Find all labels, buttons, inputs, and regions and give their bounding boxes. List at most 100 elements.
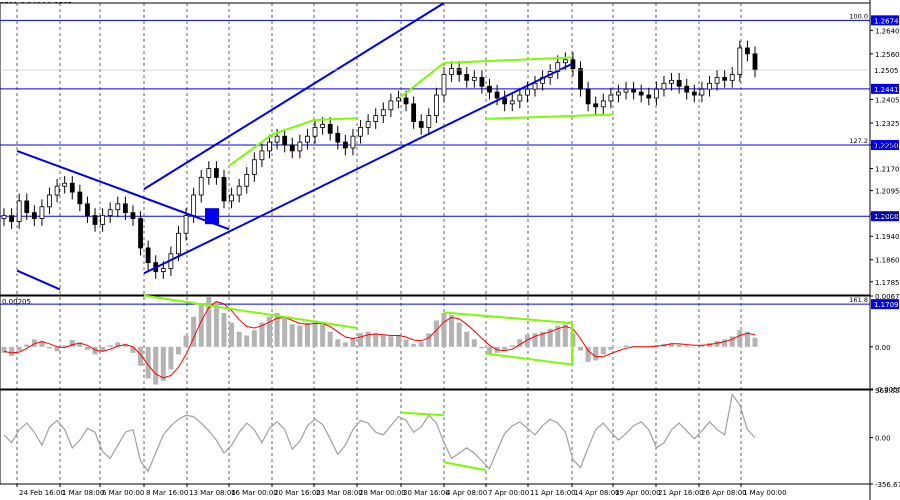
candle-body — [176, 232, 181, 255]
x-tick-label: 26 Apr 08:00 — [701, 489, 747, 497]
level-price-label: 1.2674 — [874, 17, 899, 25]
candle-body — [722, 76, 728, 81]
cci-y-tick-label: 363.8361 — [875, 387, 900, 395]
macd-bar — [509, 345, 515, 347]
cci-y-tick-label: 0.00 — [875, 434, 891, 442]
divergence-line — [443, 56, 573, 64]
candle-body — [267, 141, 272, 152]
macd-y-tick-label: 0.00674 — [875, 293, 900, 301]
candle-body — [653, 88, 659, 99]
divergence-line — [443, 461, 487, 472]
candle-body — [661, 82, 667, 90]
candle-body — [305, 135, 310, 143]
candle-body — [229, 194, 234, 202]
macd-bar — [145, 346, 151, 379]
candle-body — [327, 124, 333, 134]
candle-body — [24, 200, 30, 214]
y-tick-label: 1.1940 — [875, 233, 900, 241]
candle-body — [244, 174, 250, 187]
candle-body — [737, 47, 743, 75]
macd-bar — [122, 343, 128, 347]
macd-bar — [365, 331, 371, 347]
divergence-line — [143, 294, 358, 329]
candle-body — [122, 203, 128, 214]
level-price-label: 1.2250 — [874, 142, 899, 150]
macd-bar — [449, 315, 455, 347]
x-tick-label: 1 Mar 08:00 — [62, 489, 104, 497]
level-price-label: 1.2441 — [874, 86, 899, 94]
candle-body — [388, 100, 394, 111]
candle-body — [39, 206, 45, 219]
candle-body — [342, 141, 348, 149]
candle-body — [623, 88, 629, 93]
candle-body — [669, 79, 674, 84]
candle-body — [646, 94, 652, 99]
candle-body — [16, 200, 22, 222]
candle-body — [464, 74, 470, 81]
candle-body — [449, 68, 454, 75]
macd-bar — [669, 343, 675, 347]
macd-bar — [608, 346, 614, 350]
candle-body — [441, 74, 447, 96]
macd-bar — [395, 334, 401, 347]
candle-body — [320, 124, 326, 128]
macd-bar — [691, 346, 697, 348]
macd-bar — [585, 346, 591, 362]
macd-bar — [684, 346, 690, 347]
candle-body — [107, 209, 113, 217]
x-tick-label: 21 Apr 16:00 — [658, 489, 704, 497]
x-tick-label: 20 Mar 16:00 — [274, 489, 321, 497]
x-tick-label: 13 Mar 08:00 — [189, 489, 236, 497]
macd-bar — [259, 322, 265, 347]
candle-body — [85, 203, 90, 217]
level-price-tag — [871, 15, 899, 26]
candle-body — [221, 176, 227, 202]
candle-body — [411, 103, 417, 122]
current-price-label: 1.2505 — [874, 67, 899, 75]
level-price-label: 1.2008 — [874, 213, 899, 221]
divergence-line — [271, 119, 315, 136]
candle-body — [31, 212, 37, 219]
macd-bar — [737, 330, 743, 347]
macd-bar — [380, 335, 386, 347]
candle-body — [358, 126, 363, 137]
candle-body — [69, 182, 75, 193]
x-tick-label: 23 Mar 08:00 — [316, 489, 363, 497]
macd-bar — [456, 322, 462, 347]
signal-marker — [205, 208, 219, 225]
macd-bar — [403, 339, 409, 347]
macd-bar — [92, 346, 98, 355]
macd-bar — [350, 337, 356, 347]
candle-body — [494, 91, 500, 99]
macd-bar — [107, 345, 113, 347]
macd-bar — [486, 346, 492, 355]
cci-pane-frame — [0, 389, 871, 485]
y-tick-label: 1.1860 — [875, 257, 900, 265]
candle-body — [418, 121, 424, 128]
macd-bar — [593, 346, 599, 361]
candle-body — [471, 76, 477, 81]
macd-bar — [327, 331, 333, 347]
macd-bar — [464, 331, 470, 347]
candle-body — [752, 53, 758, 71]
macd-bar — [191, 316, 197, 347]
macd-bar — [282, 318, 288, 347]
macd-bar — [69, 340, 75, 347]
candle-body — [509, 100, 515, 105]
macd-bar — [342, 342, 348, 347]
macd-bar — [198, 303, 204, 347]
level-price-label: 1.1709 — [874, 301, 899, 309]
macd-bar — [623, 345, 629, 347]
macd-bar — [418, 342, 424, 347]
divergence-line — [485, 113, 614, 120]
candle-body — [100, 215, 106, 225]
x-tick-label: 11 Apr 16:00 — [530, 489, 576, 497]
macd-bar — [555, 325, 561, 347]
macd-bar — [578, 346, 584, 351]
divergence-line — [400, 62, 445, 98]
fibo-level-label: 127.2 — [849, 137, 868, 145]
candle-body — [517, 94, 523, 102]
candle-body — [92, 215, 98, 225]
candle-body — [259, 150, 265, 161]
